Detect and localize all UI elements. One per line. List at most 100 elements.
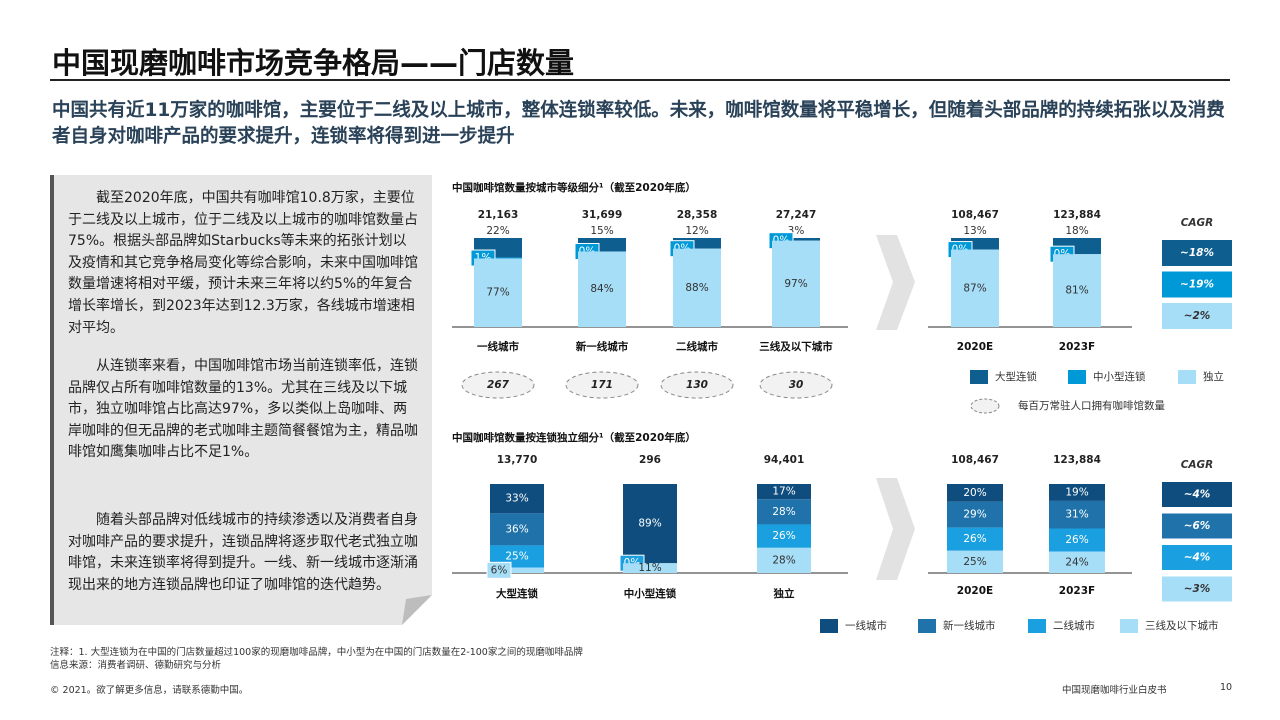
title-rule xyxy=(50,79,1230,81)
bar-segment xyxy=(673,238,721,249)
cagr-label: ~19% xyxy=(1180,279,1214,291)
panel-fold xyxy=(402,595,432,625)
value-label: 28% xyxy=(772,554,795,566)
legend-label: 中小型连锁 xyxy=(1093,370,1146,383)
chevron xyxy=(876,235,915,330)
value-label: 28% xyxy=(772,506,795,518)
density-bubble xyxy=(759,371,833,399)
value-label: 26% xyxy=(963,533,986,545)
chart-title: 中国咖啡馆数量按连锁独立细分¹（截至2020年底） xyxy=(452,431,696,444)
cagr-box xyxy=(1162,482,1232,507)
value-label: 97% xyxy=(784,278,807,290)
legend-label: 新一线城市 xyxy=(943,619,996,632)
value-label: 29% xyxy=(963,509,986,521)
page-number: 10 xyxy=(1220,682,1233,693)
cagr-box xyxy=(1162,576,1232,602)
legend-swatch xyxy=(970,370,988,384)
value-label: 24% xyxy=(1065,556,1088,568)
value-label: 31% xyxy=(1065,509,1088,521)
legend-swatch xyxy=(1120,619,1138,633)
legend-swatch xyxy=(1028,619,1046,633)
bar-segment xyxy=(757,524,811,548)
value-label: 26% xyxy=(772,530,795,542)
total-label: 108,467 xyxy=(951,454,999,466)
text-panel xyxy=(50,175,432,625)
cagr-box xyxy=(1162,240,1232,266)
bar-segment xyxy=(947,501,1003,528)
cagr-box xyxy=(1162,545,1232,570)
cagr-label: ~4% xyxy=(1184,489,1211,501)
subtitle: 中国共有近11万家的咖啡馆，主要位于二线及以上城市，整体连锁率较低。未来，咖啡馆… xyxy=(52,100,1225,147)
bar-segment xyxy=(623,563,677,573)
cagr-label: ~2% xyxy=(1184,310,1211,322)
density-value: 130 xyxy=(686,379,708,391)
category-label: 中小型连锁 xyxy=(624,587,677,600)
total-label: 13,770 xyxy=(497,454,538,466)
bar-segment xyxy=(623,484,677,564)
density-value: 267 xyxy=(487,379,510,391)
legend-label: 独立 xyxy=(1203,370,1224,383)
value-label: 88% xyxy=(685,282,708,294)
value-label: 36% xyxy=(505,523,528,535)
value-label: 18% xyxy=(1065,225,1088,237)
value-label: 26% xyxy=(1065,534,1088,546)
publication: 中国现磨咖啡行业白皮书 xyxy=(1062,685,1167,696)
total-label: 21,163 xyxy=(478,209,519,221)
category-label: 新一线城市 xyxy=(576,340,629,353)
value-label: 15% xyxy=(590,225,613,237)
total-label: 94,401 xyxy=(764,454,805,466)
footnote: 注释：1. 大型连锁为在中国的门店数量超过100家的现磨咖啡品牌，中小型为在中国… xyxy=(50,647,583,658)
value-label: 17% xyxy=(772,486,795,498)
total-label: 296 xyxy=(639,454,661,466)
total-label: 123,884 xyxy=(1053,454,1101,466)
legend-label: 大型连锁 xyxy=(995,370,1037,383)
legend-label: 三线及以下城市 xyxy=(1145,619,1219,632)
legend-label: 一线城市 xyxy=(845,619,887,632)
category-label: 二线城市 xyxy=(676,340,718,353)
value-label: 22% xyxy=(486,225,509,237)
bar-segment xyxy=(474,257,522,259)
value-label: 89% xyxy=(638,518,661,530)
value-label: 12% xyxy=(685,225,708,237)
bar-segment xyxy=(772,240,820,327)
value-label: 33% xyxy=(505,493,528,505)
source-note: 信息来源：消费者调研、德勤研究与分析 xyxy=(50,660,222,671)
value-label: 84% xyxy=(590,283,613,295)
bar-segment xyxy=(757,547,811,573)
cagr-title: CAGR xyxy=(1181,217,1214,229)
legend-label: 二线城市 xyxy=(1053,619,1095,632)
category-label: 2020E xyxy=(957,585,993,597)
cagr-box xyxy=(1162,271,1232,298)
bar-segment xyxy=(1049,484,1105,501)
label-box xyxy=(486,561,512,579)
cagr-box xyxy=(1162,513,1232,539)
total-label: 31,699 xyxy=(582,209,623,221)
value-label: 6% xyxy=(491,564,508,576)
bar-segment xyxy=(474,258,522,327)
legend-bubble xyxy=(970,398,1000,414)
paragraph: 截至2020年底，中国共有咖啡馆10.8万家，主要位于二线及以上城市，位于二线及… xyxy=(68,190,418,336)
bar-segment xyxy=(951,249,999,327)
bar-segment xyxy=(947,527,1003,551)
total-label: 28,358 xyxy=(677,209,718,221)
bar-segment xyxy=(490,567,544,573)
bar-segment xyxy=(772,238,820,241)
value-label: 87% xyxy=(963,282,986,294)
density-bubble xyxy=(565,371,639,399)
value-label: 19% xyxy=(1065,486,1088,498)
value-label: 11% xyxy=(638,562,661,574)
cagr-box xyxy=(1162,303,1232,329)
bar-segment xyxy=(947,484,1003,502)
slide-title: 中国现磨咖啡市场竞争格局——门店数量 xyxy=(52,46,575,80)
bar-segment xyxy=(757,499,811,525)
value-label: 20% xyxy=(963,487,986,499)
chevron xyxy=(876,478,915,580)
value-label: 25% xyxy=(963,556,986,568)
total-label: 27,247 xyxy=(776,209,817,221)
cagr-title: CAGR xyxy=(1181,459,1214,471)
chart-title: 中国咖啡馆数量按城市等级细分¹（截至2020年底） xyxy=(452,181,696,194)
cagr-label: ~18% xyxy=(1180,247,1214,259)
panel-accent xyxy=(50,175,54,625)
